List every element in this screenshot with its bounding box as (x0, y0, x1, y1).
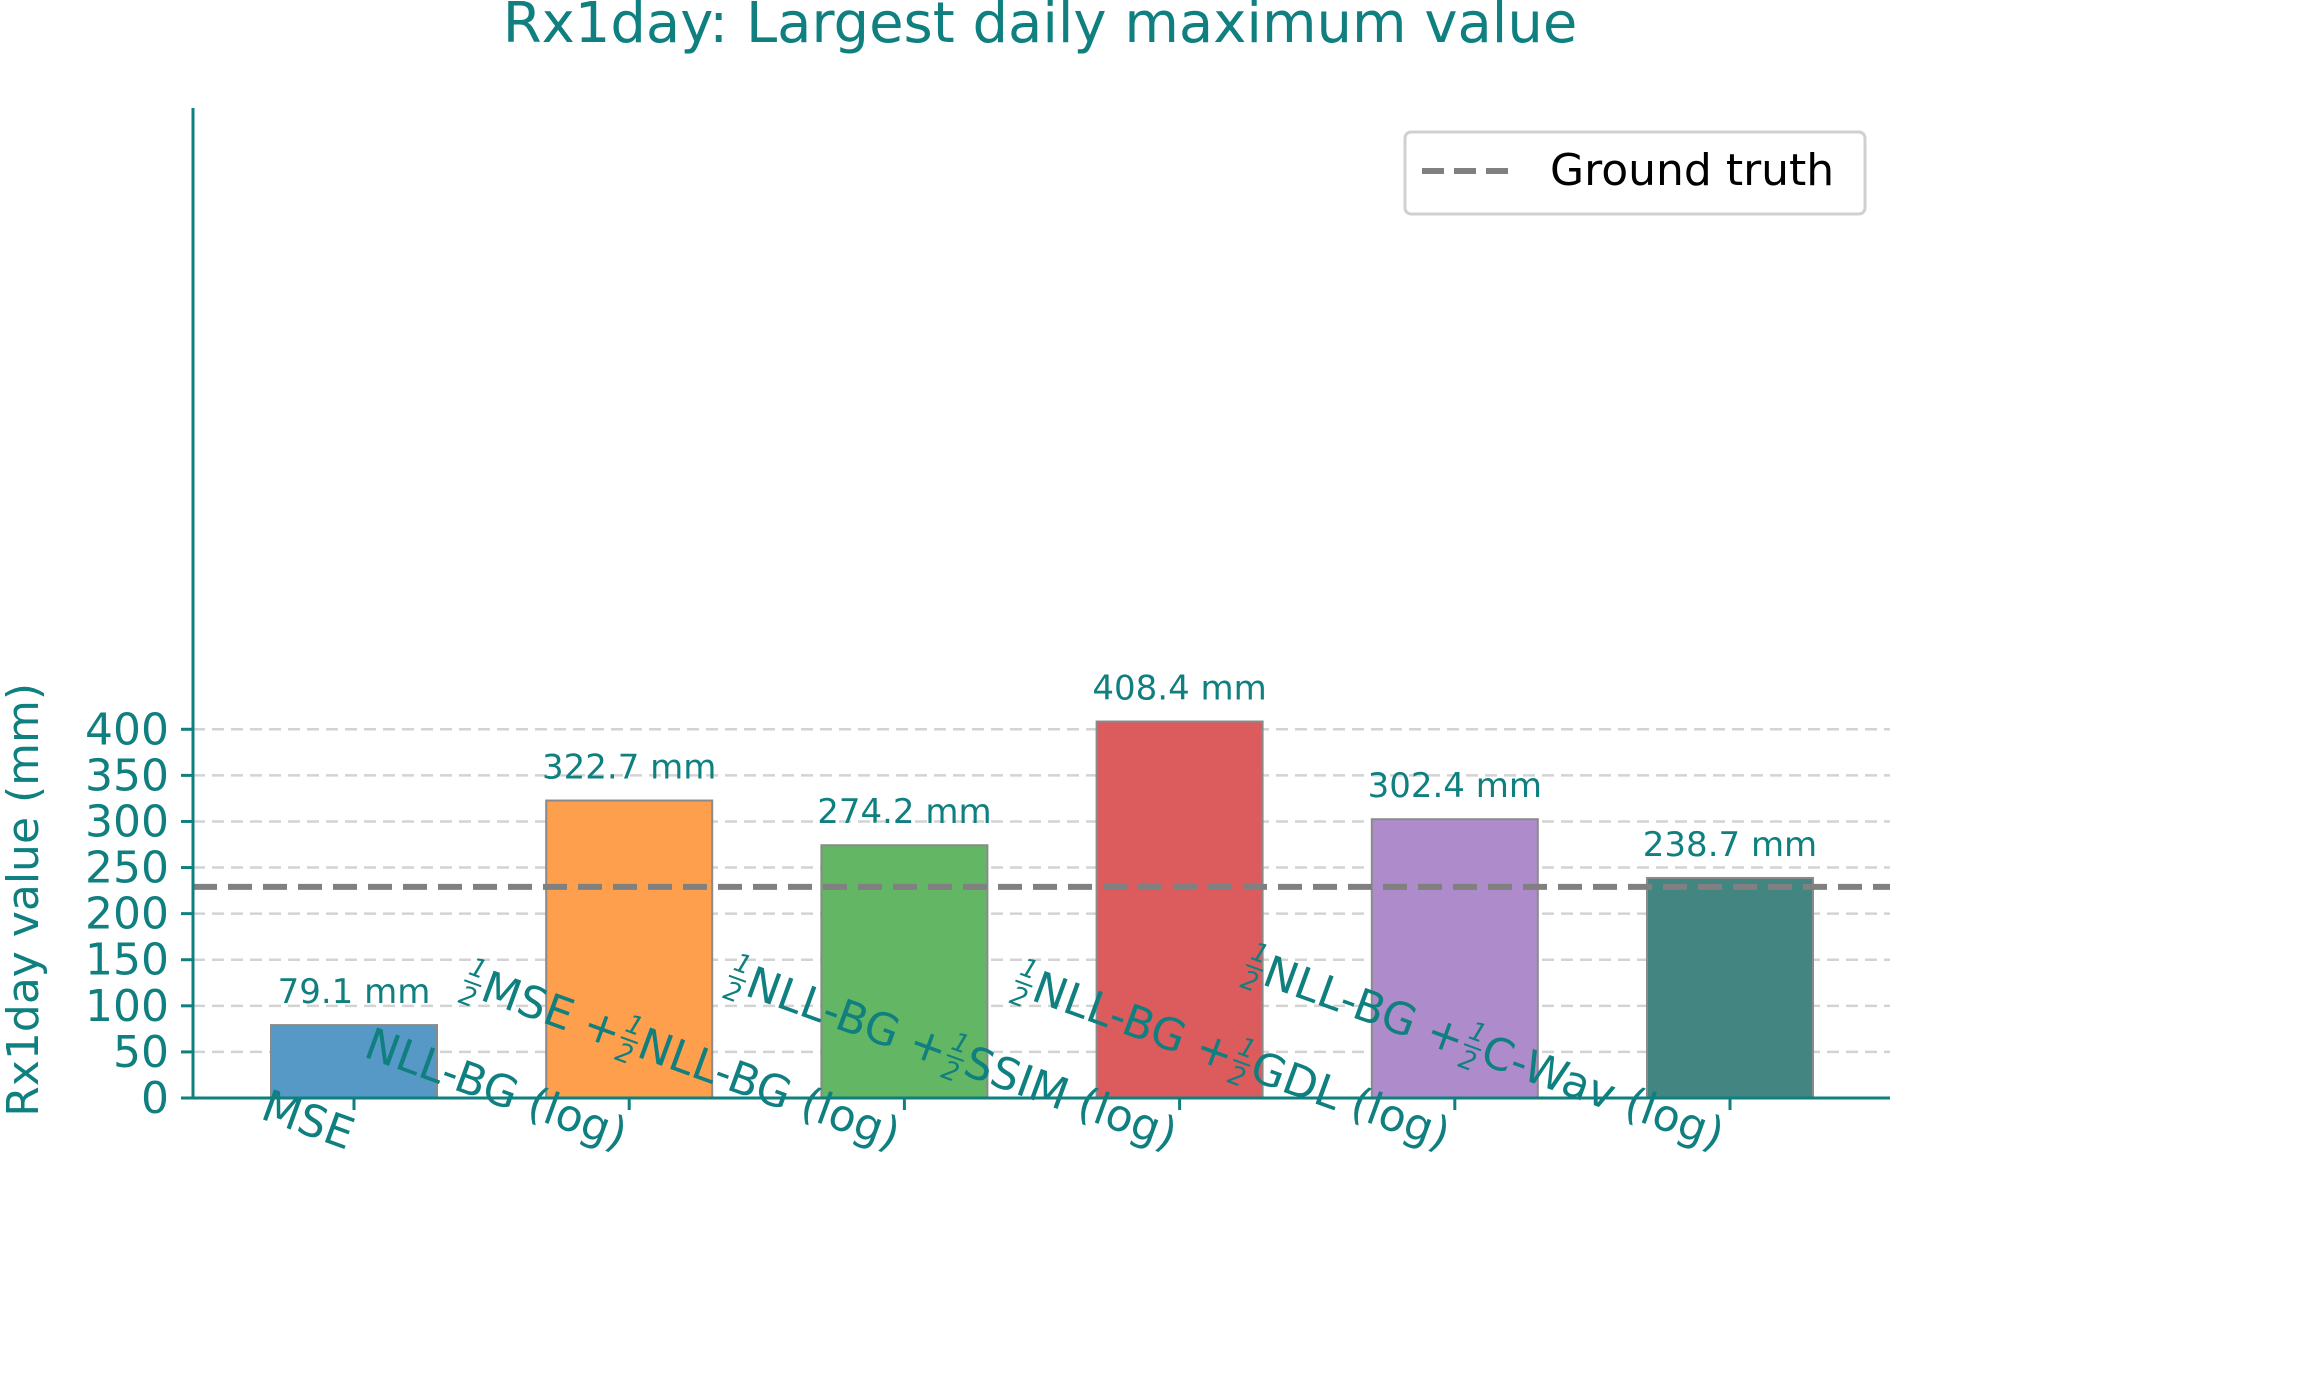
gridlines (193, 728, 1890, 1054)
value-labels: 79.1 mm 322.7 mm 274.2 mm 408.4 mm 302.4 mm 2… (278, 669, 1818, 1013)
fraction-bar (946, 1054, 965, 1063)
fraction-bar (728, 974, 747, 983)
legend-label-ground-truth: Ground truth (1550, 145, 1834, 196)
fraction-bar (620, 1036, 639, 1045)
y-tick-label: 400 (85, 704, 169, 755)
y-tick-label: 150 (85, 935, 169, 986)
fraction-bar (1463, 1043, 1482, 1052)
bar-value-label: 79.1 mm (278, 972, 431, 1012)
y-tick-label: 100 (85, 981, 169, 1032)
bars (270, 720, 1814, 1100)
bar (1646, 876, 1814, 1100)
y-tick-label: 250 (85, 843, 169, 894)
fraction-bar (1245, 963, 1264, 972)
bar (1095, 720, 1264, 1099)
y-tick-label: 0 (141, 1073, 169, 1124)
bar-value-label: 302.4 mm (1368, 766, 1542, 806)
bar-value-label: 274.2 mm (817, 792, 991, 832)
legend: Ground truth (1403, 130, 1867, 216)
bar-value-label: 322.7 mm (542, 748, 716, 788)
fraction-bar (463, 979, 482, 988)
y-tick-label: 300 (85, 796, 169, 847)
fraction-bar (1232, 1058, 1251, 1067)
bar (270, 1024, 438, 1099)
fraction-bar (1015, 979, 1033, 988)
legend-box (1403, 130, 1867, 216)
chart-title: Rx1day: Largest daily maximum value (503, 0, 1578, 56)
bar (1370, 818, 1539, 1099)
y-tick-label: 50 (113, 1027, 169, 1078)
y-tick-label: 350 (85, 750, 169, 801)
y-tick-label: 200 (85, 889, 169, 940)
bar-value-label: 408.4 mm (1092, 669, 1266, 709)
y-axis-label: Rx1day value (mm) (0, 683, 49, 1117)
bar-value-label: 238.7 mm (1643, 825, 1817, 865)
